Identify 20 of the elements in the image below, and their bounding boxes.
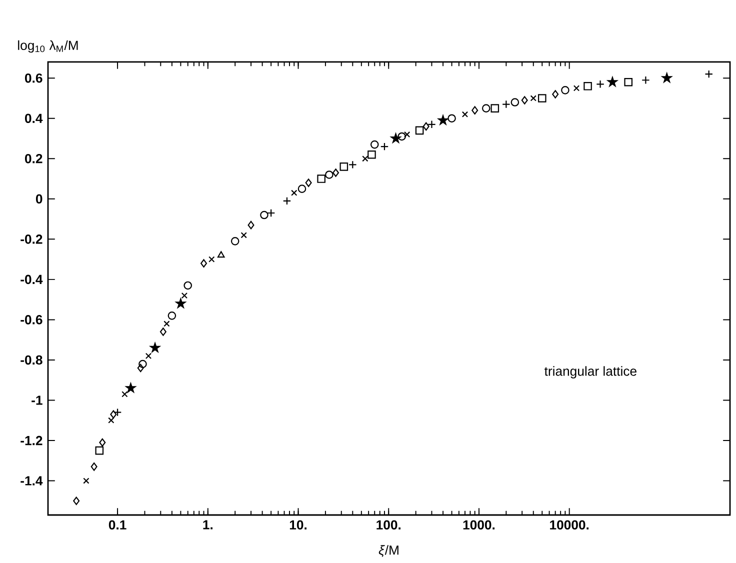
annotation: triangular lattice [544, 366, 636, 378]
x-tick-label: 10000. [550, 520, 589, 530]
x-tick-label: 100. [376, 520, 401, 530]
y-tick-label: -0.8 [20, 355, 42, 365]
y-tick-label: 0 [36, 194, 42, 204]
y-tick-label: -1 [32, 396, 42, 405]
y-tick-label: -1.4 [20, 476, 43, 486]
y-tick-label: -0.4 [20, 274, 43, 284]
x-tick-label: 1. [203, 520, 212, 530]
y-tick-label: 0.2 [25, 154, 42, 164]
y-tick-label: 0.4 [25, 114, 43, 124]
y-axis-title: log$_{10}$ λ$_{M}$/M [18, 40, 78, 53]
x-tick-label: 0.1 [108, 520, 126, 530]
y-tick-label: -0.2 [20, 234, 42, 244]
x-axis-title: ξ/M [378, 545, 398, 558]
x-tick-label: 1000. [463, 520, 495, 530]
y-tick-label: -0.6 [20, 315, 42, 324]
x-tick-label: 10. [290, 520, 306, 530]
y-tick-label: 0.6 [25, 73, 42, 83]
y-tick-label: -1.2 [20, 436, 42, 446]
